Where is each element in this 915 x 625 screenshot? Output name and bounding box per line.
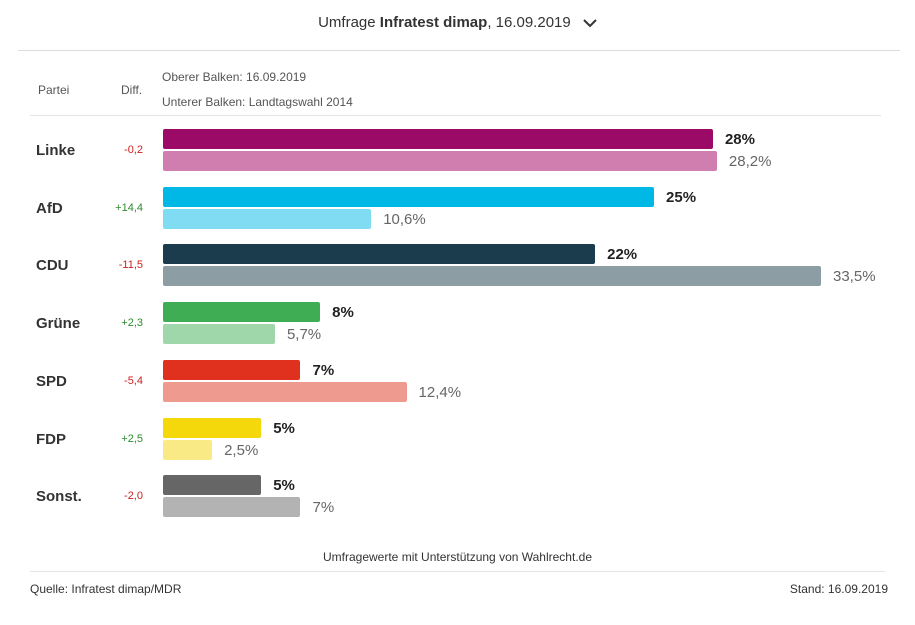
value-label-upper: 22% [607, 246, 638, 264]
stand-text: Stand: 16.09.2019 [789, 582, 888, 596]
party-label-cdu: CDU [36, 257, 69, 275]
value-label-upper: 5% [273, 419, 295, 437]
diff-value: +2,5 [121, 432, 143, 445]
value-label-lower: 10,6% [383, 210, 426, 228]
value-label-upper: 8% [332, 304, 354, 322]
legend-upper-bar: Oberer Balken: 16.09.2019 [162, 70, 307, 84]
bar-lower-cdu [163, 266, 821, 287]
poll-selector-prefix: Umfrage [318, 14, 380, 31]
diff-value: -5,4 [124, 374, 143, 387]
legend-lower-bar: Unterer Balken: Landtagswahl 2014 [162, 95, 353, 109]
party-label-linke: Linke [36, 142, 76, 159]
divider [30, 115, 881, 116]
chevron-down-icon[interactable] [583, 15, 597, 32]
bar-lower-fdp [163, 439, 213, 460]
party-column-header: Partei [38, 83, 70, 97]
value-label-lower: 7% [312, 499, 335, 517]
poll-selector[interactable]: Umfrage Infratest dimap, 16.09.2019 [0, 14, 915, 32]
bar-upper-sonst [163, 475, 262, 496]
party-label-afd: AfD [36, 199, 63, 217]
divider [30, 571, 885, 572]
value-label-lower: 28,2% [728, 153, 772, 170]
party-label-gruene: Grüne [36, 315, 81, 333]
bar-upper-afd [163, 186, 655, 207]
diff-column-header: Diff. [121, 83, 143, 97]
source-text: Quelle: Infratest dimap/MDR [30, 582, 182, 596]
diff-value: -2,0 [124, 490, 143, 503]
value-label-lower: 5,7% [286, 326, 322, 344]
bar-upper-gruene [163, 302, 321, 323]
value-label-lower: 33,5% [833, 268, 876, 286]
bar-upper-cdu [163, 244, 596, 265]
value-label-upper: 5% [273, 477, 295, 495]
bar-upper-fdp [163, 417, 262, 438]
bar-lower-afd [163, 208, 372, 229]
value-label-lower: 12,4% [418, 383, 462, 401]
value-label-upper: 28% [724, 131, 755, 148]
poll-selector-date: , 16.09.2019 [487, 14, 571, 31]
bar-lower-gruene [163, 324, 275, 345]
diff-value: +2,3 [121, 317, 143, 330]
bar-lower-spd [163, 381, 407, 402]
bar-lower-linke [163, 151, 717, 171]
value-label-upper: 7% [312, 361, 335, 379]
bar-upper-linke [163, 129, 713, 149]
party-label-fdp: FDP [36, 430, 66, 448]
party-label-sonst: Sonst. [36, 488, 82, 506]
diff-value: +14,4 [115, 201, 143, 214]
poll-selector-institute: Infratest dimap [379, 14, 488, 31]
footer-note: Umfragewerte mit Unterstützung von Wahlr… [323, 550, 592, 564]
party-label-spd: SPD [36, 372, 67, 390]
value-label-lower: 2,5% [224, 441, 259, 459]
diff-value: -0,2 [124, 144, 143, 156]
value-label-upper: 25% [666, 188, 697, 206]
bar-lower-sonst [163, 497, 301, 518]
diff-value: -11,5 [118, 259, 143, 272]
bar-upper-spd [163, 359, 301, 380]
divider [18, 50, 900, 51]
